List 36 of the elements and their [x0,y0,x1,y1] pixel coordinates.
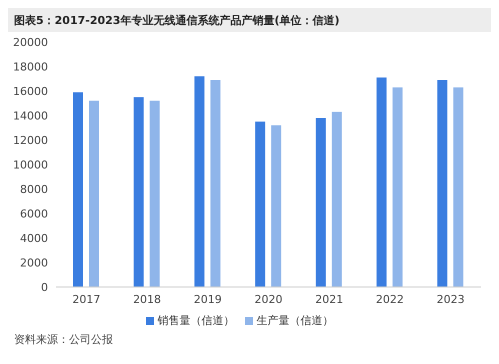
chart-title: 图表5：2017-2023年专业无线通信系统产品产销量(单位：信道) [8,8,491,32]
y-tick-label: 2000 [20,256,48,270]
bar [210,80,220,287]
bar [150,100,160,287]
bar [89,100,99,287]
bar [271,125,282,287]
x-tick-label: 2020 [254,292,282,306]
bar [134,97,144,287]
legend-label: 销售量（信道） [158,314,234,327]
y-tick-label: 6000 [20,207,48,220]
legend-label: 生产量（信道） [256,314,334,327]
y-tick-label: 14000 [13,109,48,122]
x-tick-label: 2017 [72,292,100,306]
bar [437,80,448,287]
y-tick-label: 20000 [13,36,48,49]
y-tick-label: 12000 [13,134,48,147]
x-tick-label: 2023 [436,292,465,306]
bar [316,118,326,287]
x-tick-label: 2021 [315,292,344,306]
bar [255,122,266,287]
y-tick-label: 4000 [20,232,48,245]
y-tick-label: 16000 [13,84,48,98]
y-tick-label: 0 [41,280,48,294]
x-tick-label: 2022 [376,292,404,306]
bar [453,87,464,287]
y-tick-label: 8000 [20,182,48,196]
x-tick-label: 2018 [133,292,162,306]
bar [392,87,403,287]
y-tick-label: 10000 [13,158,48,172]
text: 资料来源：公司公报 [13,332,114,347]
bar [73,92,83,287]
x-tick-label: 2019 [194,292,222,306]
y-tick-label: 18000 [13,60,48,74]
bar [332,112,342,287]
bar [194,76,204,287]
bar [376,78,387,287]
